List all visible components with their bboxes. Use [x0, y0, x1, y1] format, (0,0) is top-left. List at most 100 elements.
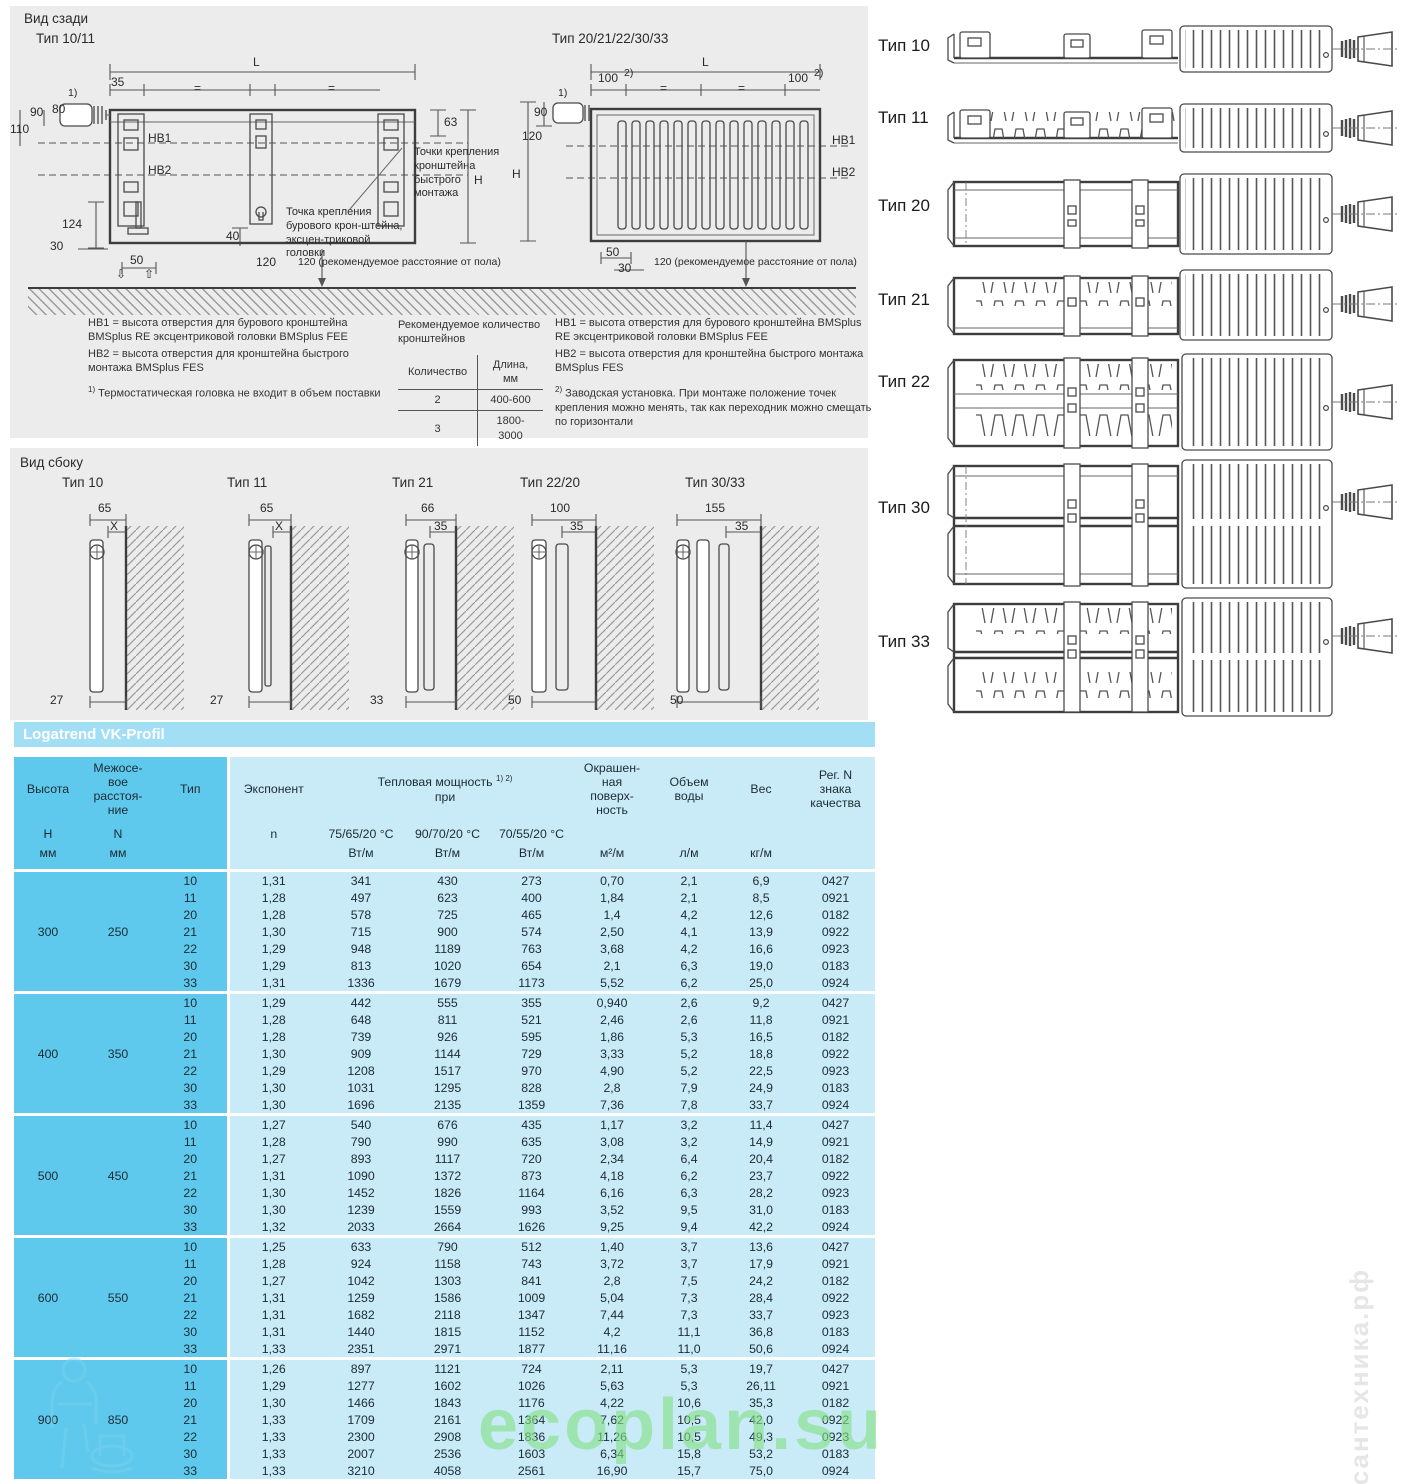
- table-cell: [14, 1011, 82, 1028]
- table-cell: 676: [404, 1113, 491, 1133]
- table-cell: 20: [154, 1272, 230, 1289]
- table-cell: 1359: [491, 1096, 573, 1115]
- table-cell: 10: [154, 1235, 230, 1255]
- table-cell: [14, 1323, 82, 1340]
- table-cell: 0922: [796, 923, 876, 940]
- table-cell: 0924: [796, 974, 876, 993]
- table-cell: 16,90: [572, 1462, 653, 1479]
- rear-view-panel: Вид сзади Тип 10/11 L 35 = = 1) 90 80 11…: [10, 6, 871, 447]
- table-cell: 33,7: [726, 1306, 797, 1323]
- table-cell: 1239: [318, 1201, 404, 1218]
- dim-label: L: [702, 55, 709, 69]
- table-cell: 2,1: [652, 869, 727, 889]
- table-cell: 442: [318, 991, 404, 1011]
- table-cell: 1586: [404, 1289, 491, 1306]
- unit-power: Вт/м: [404, 846, 491, 871]
- table-cell: 24,2: [726, 1272, 797, 1289]
- table-cell: [14, 1218, 82, 1237]
- table-cell: 6,16: [572, 1184, 653, 1201]
- table-cell: 3,33: [572, 1045, 653, 1062]
- unit-volume: л/м: [652, 846, 727, 871]
- table-row: 22 1,29 948 1189 763 3,68 4,2 16,6 0923: [14, 940, 876, 957]
- table-cell: 21: [154, 1167, 230, 1184]
- table-cell: 739: [318, 1028, 404, 1045]
- table-row: 11 1,28 497 623 400 1,84 2,1 8,5 0921: [14, 889, 876, 906]
- dim-label: 30: [618, 261, 632, 275]
- table-row: 600 550 21 1,31 1259 1586 1009 5,04 7,3 28,4 0922: [14, 1289, 876, 1306]
- col-reg: Рег. N знака качества: [796, 757, 876, 821]
- dim-label: HB1: [148, 131, 172, 145]
- dim-label: 155: [705, 501, 726, 515]
- table-cell: 2,8: [572, 1079, 653, 1096]
- table-cell: 16,5: [726, 1028, 797, 1045]
- table-cell: 22: [154, 1306, 230, 1323]
- table-cell: 1,27: [228, 1272, 318, 1289]
- table-cell: 1117: [404, 1150, 491, 1167]
- table-cell: 1,28: [228, 1028, 318, 1045]
- table-cell: 720: [491, 1150, 573, 1167]
- table-cell: 30: [154, 957, 230, 974]
- unit-power: Вт/м: [318, 846, 404, 871]
- table-cell: 0924: [796, 1340, 876, 1359]
- table-row: 300 250 21 1,30 715 900 574 2,50 4,1 13,9 0922: [14, 923, 876, 940]
- table-cell: 850: [82, 1411, 154, 1428]
- dim-label: 120: [256, 255, 277, 269]
- table-cell: 6,2: [652, 1167, 727, 1184]
- table-cell: 0921: [796, 889, 876, 906]
- dim-label: HB2: [148, 163, 172, 177]
- table-row: 33 1,33 3210 4058 2561 16,90 15,7 75,0 0924: [14, 1462, 876, 1479]
- table-cell: 0182: [796, 906, 876, 923]
- type-label: Тип 10: [878, 36, 930, 55]
- col-volume: Объем воды: [652, 757, 727, 821]
- footnotes-right: HB1 = высота отверстия для бурового крон…: [555, 316, 873, 432]
- col-spacing: Межосе- вое расстоя- ние: [82, 757, 154, 821]
- dim-label: =: [660, 81, 668, 95]
- table-cell: 1,31: [228, 974, 318, 993]
- table-cell: 970: [491, 1062, 573, 1079]
- table-cell: 2,8: [572, 1272, 653, 1289]
- table-cell: 873: [491, 1167, 573, 1184]
- table-cell: 1,29: [228, 957, 318, 974]
- dim-label: 35: [735, 519, 749, 533]
- table-cell: 300: [14, 923, 82, 940]
- table-cell: 0182: [796, 1394, 876, 1411]
- table-cell: 1,28: [228, 889, 318, 906]
- table-cell: 6,9: [726, 869, 797, 889]
- table-cell: 1,33: [228, 1340, 318, 1359]
- table-cell: 6,34: [572, 1445, 653, 1462]
- table-cell: 3,7: [652, 1235, 727, 1255]
- table-cell: 909: [318, 1045, 404, 1062]
- table-cell: 1,30: [228, 1096, 318, 1115]
- table-cell: 1440: [318, 1323, 404, 1340]
- table-cell: 2908: [404, 1428, 491, 1445]
- table-cell: 1,28: [228, 1133, 318, 1150]
- table-cell: 1603: [491, 1445, 573, 1462]
- table-cell: 1144: [404, 1045, 491, 1062]
- side-view-type11-drawing: [248, 514, 349, 710]
- table-cell: 1815: [404, 1323, 491, 1340]
- table-cell: [82, 1184, 154, 1201]
- table-cell: 0922: [796, 1045, 876, 1062]
- table-cell: [82, 1011, 154, 1028]
- type11-section-drawing: [947, 103, 1402, 153]
- table-cell: 3,08: [572, 1133, 653, 1150]
- table-row: 900 850 21 1,33 1709 2161 1364 7,62 10,5 42,0 0922: [14, 1411, 876, 1428]
- table-cell: 0,940: [572, 991, 653, 1011]
- table-cell: 7,5: [652, 1272, 727, 1289]
- table-cell: 0182: [796, 1028, 876, 1045]
- type-label: Тип 33: [878, 632, 930, 651]
- type-label: Тип 11: [878, 108, 929, 127]
- table-cell: 550: [82, 1289, 154, 1306]
- unit-spacing: мм: [82, 846, 154, 871]
- table-cell: 2,46: [572, 1011, 653, 1028]
- dim-label: 50: [670, 693, 684, 707]
- watermark-right: сантехника.рф: [1344, 1268, 1374, 1484]
- power-at: при: [434, 789, 456, 804]
- table-cell: 1682: [318, 1306, 404, 1323]
- table-row: 33 1,31 1336 1679 1173 5,52 6,2 25,0 0924: [14, 974, 876, 993]
- table-cell: 763: [491, 940, 573, 957]
- table-cell: 1303: [404, 1272, 491, 1289]
- dim-label: 33: [370, 693, 384, 707]
- table-cell: 35,3: [726, 1394, 797, 1411]
